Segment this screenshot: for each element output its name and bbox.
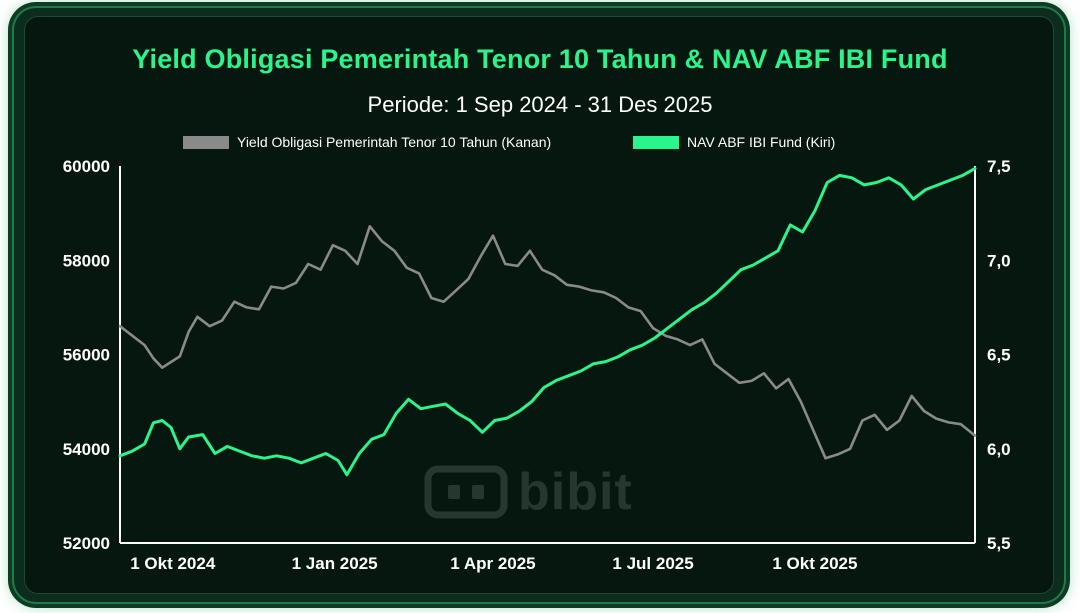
legend-item-nav: NAV ABF IBI Fund (Kiri) (633, 134, 835, 150)
x-tick-label: 1 Jan 2025 (292, 554, 378, 573)
x-tick-label: 1 Okt 2025 (772, 554, 857, 573)
watermark-text: bibit (518, 463, 633, 521)
y-right-tick-label: 5,5 (987, 534, 1011, 553)
y-right-tick-label: 7,5 (987, 157, 1011, 176)
legend-item-yield: Yield Obligasi Pemerintah Tenor 10 Tahun… (183, 134, 551, 150)
chart-title: Yield Obligasi Pemerintah Tenor 10 Tahun… (132, 44, 948, 74)
legend-swatch-yield (183, 135, 229, 149)
y-left-tick-label: 60000 (63, 157, 110, 176)
series-line-yield (118, 225, 977, 460)
chart-ticks: 52000 54000 56000 58000 60000 5,5 6,0 6,5 7,0 7,5… (63, 157, 1011, 573)
y-left-tick-label: 54000 (63, 440, 110, 459)
legend-label-yield: Yield Obligasi Pemerintah Tenor 10 Tahun… (237, 134, 552, 150)
x-tick-label: 1 Jul 2025 (612, 554, 693, 573)
chart-lines (118, 166, 977, 477)
y-right-tick-label: 7,0 (987, 251, 1011, 270)
series-line-nav (118, 166, 977, 477)
legend: Yield Obligasi Pemerintah Tenor 10 Tahun… (0, 134, 1080, 156)
bibit-logo-icon (424, 465, 508, 519)
watermark: bibit (424, 462, 633, 522)
chart-subtitle: Periode: 1 Sep 2024 - 31 Des 2025 (367, 92, 713, 117)
y-right-tick-label: 6,5 (987, 346, 1011, 365)
x-tick-label: 1 Apr 2025 (450, 554, 535, 573)
legend-swatch-nav (633, 135, 679, 149)
chart-panel (24, 16, 1054, 594)
x-tick-label: 1 Okt 2024 (130, 554, 216, 573)
legend-label-nav: NAV ABF IBI Fund (Kiri) (687, 134, 836, 150)
chart-axes (119, 166, 976, 544)
chart-frame (14, 8, 1064, 602)
y-left-tick-label: 58000 (63, 251, 110, 270)
y-left-tick-label: 56000 (63, 346, 110, 365)
y-left-tick-label: 52000 (63, 534, 110, 553)
y-right-tick-label: 6,0 (987, 440, 1011, 459)
